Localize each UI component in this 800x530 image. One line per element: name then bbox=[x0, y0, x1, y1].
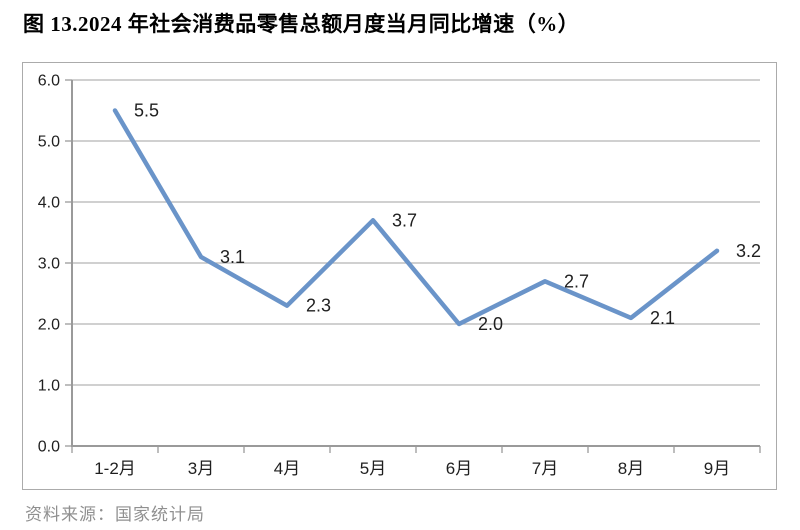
gridlines-group bbox=[65, 79, 760, 447]
y-tick-label: 3.0 bbox=[38, 256, 60, 273]
y-tick-label: 5.0 bbox=[38, 134, 60, 151]
y-tick-label: 1.0 bbox=[38, 378, 60, 395]
y-tick-label: 6.0 bbox=[38, 73, 60, 90]
chart-canvas: 0.0 1.0 2.0 3.0 4.0 5.0 6.0 1-2月 3月 4月 5月 6月 7月 8月 9月 5… bbox=[38, 73, 761, 479]
figure-title: 图 13.2024 年社会消费品零售总额月度当月同比增速（%） bbox=[23, 12, 580, 36]
line-chart: 0.0 1.0 2.0 3.0 4.0 5.0 6.0 1-2月 3月 4月 5月 6月 7月 8月 9月 5… bbox=[22, 62, 777, 490]
y-tick-label: 2.0 bbox=[38, 317, 60, 334]
y-tick-label: 0.0 bbox=[38, 439, 60, 456]
data-label: 3.2 bbox=[736, 241, 761, 261]
y-axis-labels-group: 0.0 1.0 2.0 3.0 4.0 5.0 6.0 bbox=[38, 73, 60, 456]
data-labels-group: 5.5 3.1 2.3 3.7 2.0 2.7 2.1 3.2 bbox=[134, 101, 761, 335]
x-tick-label: 8月 bbox=[618, 459, 644, 478]
x-tick-label: 6月 bbox=[446, 459, 472, 478]
x-tick-label: 4月 bbox=[274, 459, 300, 478]
x-ticks-group bbox=[71, 446, 761, 453]
data-label: 2.3 bbox=[306, 296, 331, 316]
x-tick-label: 5月 bbox=[360, 459, 386, 478]
data-label: 2.7 bbox=[564, 271, 589, 291]
data-label: 2.0 bbox=[478, 314, 503, 334]
series-line bbox=[112, 108, 720, 327]
x-tick-label: 1-2月 bbox=[94, 459, 136, 478]
x-tick-label: 7月 bbox=[532, 459, 558, 478]
data-label: 2.1 bbox=[650, 308, 675, 328]
x-tick-label: 9月 bbox=[704, 459, 730, 478]
y-tick-label: 4.0 bbox=[38, 195, 60, 212]
x-axis-labels-group: 1-2月 3月 4月 5月 6月 7月 8月 9月 bbox=[94, 459, 730, 478]
data-label: 3.1 bbox=[220, 247, 245, 267]
x-tick-label: 3月 bbox=[188, 459, 214, 478]
source-note: 资料来源：国家统计局 bbox=[25, 505, 205, 524]
data-label: 5.5 bbox=[134, 101, 159, 121]
data-label: 3.7 bbox=[392, 210, 417, 230]
